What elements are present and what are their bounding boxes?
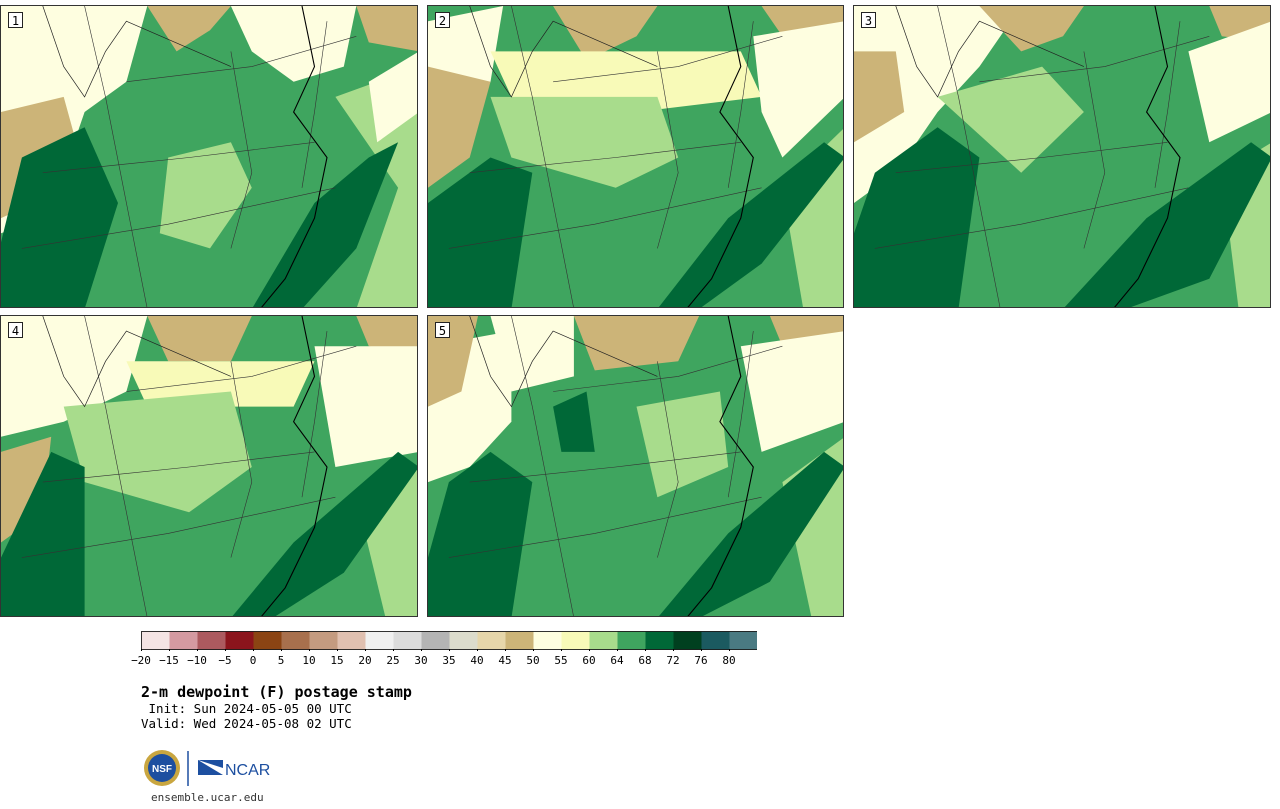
colorbar-tick-label: 40	[470, 654, 484, 667]
colorbar-swatch	[589, 631, 618, 650]
colorbar-swatch	[225, 631, 254, 650]
panel-label-3: 3	[861, 12, 876, 28]
map-panel-4: 4	[0, 315, 418, 617]
colorbar-tick-label: −15	[159, 654, 179, 667]
plot-title: 2-m dewpoint (F) postage stamp	[141, 683, 412, 701]
colorbar-swatch	[169, 631, 198, 650]
nsf-logo-icon: NSF	[144, 750, 180, 786]
colorbar-tick-label: 72	[666, 654, 680, 667]
dewpoint-map-5	[428, 316, 843, 616]
colorbar-tick-label: 15	[330, 654, 344, 667]
colorbar-tick-label: 68	[638, 654, 652, 667]
colorbar-tick-label: −10	[187, 654, 207, 667]
colorbar-swatch	[365, 631, 394, 650]
colorbar-swatch	[673, 631, 702, 650]
dewpoint-map-2	[428, 6, 843, 307]
colorbar-tick-label: 10	[302, 654, 316, 667]
colorbar-swatch	[309, 631, 338, 650]
colorbar	[141, 631, 757, 651]
panel-label-2: 2	[435, 12, 450, 28]
colorbar-tick-label: 60	[582, 654, 596, 667]
init-time: Init: Sun 2024-05-05 00 UTC	[141, 701, 352, 716]
svg-text:NCAR: NCAR	[225, 762, 270, 779]
panel-label-4: 4	[8, 322, 23, 338]
colorbar-swatch	[729, 631, 757, 650]
colorbar-swatch	[141, 631, 170, 650]
colorbar-swatch	[701, 631, 730, 650]
map-panel-5: 5	[427, 315, 844, 617]
colorbar-swatch	[477, 631, 506, 650]
map-panel-1: 1	[0, 5, 418, 308]
dewpoint-map-1	[1, 6, 417, 307]
colorbar-swatch	[393, 631, 422, 650]
colorbar-tick-label: 76	[694, 654, 708, 667]
colorbar-tick-label: 25	[386, 654, 400, 667]
map-panel-2: 2	[427, 5, 844, 308]
colorbar-swatch	[253, 631, 282, 650]
colorbar-tick-label: 35	[442, 654, 456, 667]
colorbar-tick-label: 20	[358, 654, 372, 667]
colorbar-tick-label: 55	[554, 654, 568, 667]
colorbar-swatch	[421, 631, 450, 650]
dewpoint-map-4	[1, 316, 417, 616]
colorbar-swatch	[197, 631, 226, 650]
colorbar-tick-label: 30	[414, 654, 428, 667]
map-panel-3: 3	[853, 5, 1271, 308]
ncar-logo-icon: NCAR	[198, 760, 270, 779]
colorbar-tick-label: 50	[526, 654, 540, 667]
dewpoint-map-3	[854, 6, 1270, 307]
svg-text:NSF: NSF	[152, 764, 172, 775]
colorbar-tick-label: 45	[498, 654, 512, 667]
colorbar-tick-label: −5	[218, 654, 232, 667]
colorbar-swatch	[645, 631, 674, 650]
site-url: ensemble.ucar.edu	[151, 791, 264, 804]
colorbar-tick-label: −20	[131, 654, 151, 667]
colorbar-swatch	[281, 631, 310, 650]
panel-label-5: 5	[435, 322, 450, 338]
colorbar-swatch	[337, 631, 366, 650]
colorbar-swatch	[561, 631, 590, 650]
colorbar-tick-label: 0	[249, 654, 257, 667]
colorbar-swatch	[505, 631, 534, 650]
panel-label-1: 1	[8, 12, 23, 28]
logo-group: NSF NCAR	[143, 748, 273, 794]
colorbar-tick-label: 64	[610, 654, 624, 667]
valid-time: Valid: Wed 2024-05-08 02 UTC	[141, 716, 352, 731]
colorbar-swatch	[533, 631, 562, 650]
colorbar-tick-label: 80	[722, 654, 736, 667]
colorbar-swatch	[617, 631, 646, 650]
colorbar-swatch	[449, 631, 478, 650]
colorbar-tick-label: 5	[277, 654, 285, 667]
